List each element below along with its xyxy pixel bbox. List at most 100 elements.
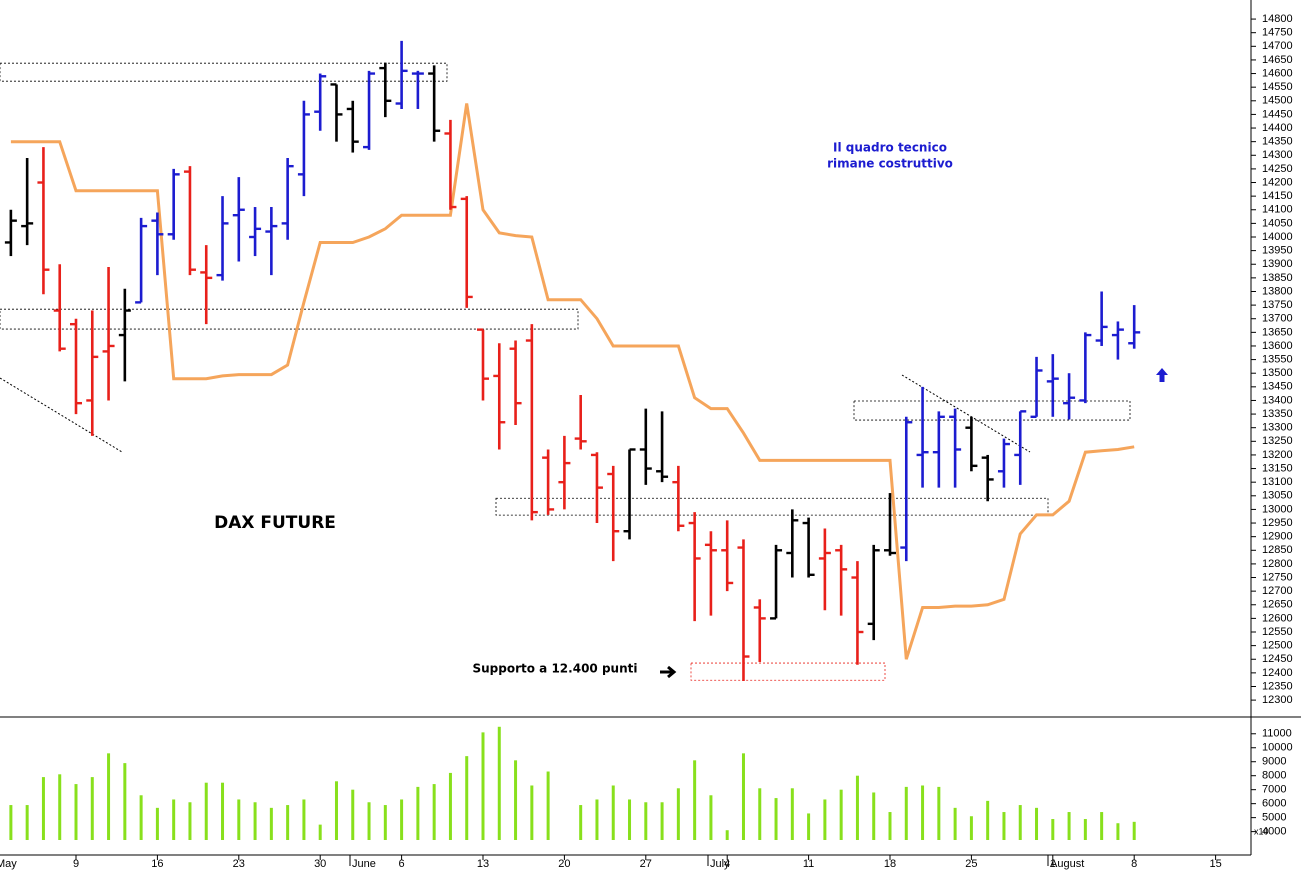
volume-bar [9, 805, 13, 840]
volume-bar [204, 782, 208, 840]
y-tick-label: 12850 [1262, 544, 1293, 556]
y-tick-label: 14450 [1262, 108, 1293, 120]
volume-bar [497, 726, 501, 840]
indicator-line [10, 103, 1135, 660]
volume-bar [872, 792, 876, 840]
y-tick-label: 12750 [1262, 571, 1293, 583]
volume-bar [41, 777, 45, 840]
volume-bar [465, 756, 469, 840]
x-tick-label: 20 [558, 858, 570, 870]
x-tick-label: 8 [1131, 858, 1137, 870]
y-tick-label: 14050 [1262, 217, 1293, 229]
volume-bar [790, 788, 794, 840]
y-tick-label: 13950 [1262, 245, 1293, 257]
volume-bar [969, 816, 973, 840]
y-tick-label: 14650 [1262, 54, 1293, 66]
volume-bar [660, 802, 664, 840]
y-tick-label: 13150 [1262, 462, 1293, 474]
y-tick-label: 14200 [1262, 176, 1293, 188]
y-tick-label: 12600 [1262, 612, 1293, 624]
volume-bar [807, 813, 811, 840]
annotation: Il quadro tecnico [833, 141, 947, 155]
volume-bar [888, 812, 892, 840]
y-tick-label: 13550 [1262, 353, 1293, 365]
chart-title: DAX FUTURE [214, 513, 336, 533]
x-tick-label: 25 [965, 858, 977, 870]
volume-bar [400, 799, 404, 840]
x-tick-label: 4 [724, 858, 730, 870]
arrow-icon [660, 665, 677, 679]
y-tick-label: 14600 [1262, 67, 1293, 79]
volume-bar [611, 785, 615, 840]
y-tick-label: 12400 [1262, 667, 1293, 679]
volume-bar [1067, 812, 1071, 840]
volume-bar [855, 775, 859, 840]
volume-bar [302, 799, 306, 840]
volume-bar [644, 802, 648, 840]
month-label: June [352, 858, 376, 870]
volume-bar [253, 802, 257, 840]
volume-bar [937, 786, 941, 840]
y-tick-label: 12700 [1262, 585, 1293, 597]
volume-bar [1002, 812, 1006, 840]
volume-bar [1100, 812, 1104, 840]
y-tick-label: 4000 [1262, 826, 1286, 838]
volume-bar [155, 807, 159, 840]
y-tick-label: 14100 [1262, 204, 1293, 216]
y-tick-label: 13750 [1262, 299, 1293, 311]
y-tick-label: 14250 [1262, 163, 1293, 175]
volume-bar [693, 760, 697, 840]
zone [690, 662, 886, 681]
x-tick-label: 9 [73, 858, 79, 870]
volume-bar [334, 781, 338, 840]
volume-bar [725, 830, 729, 840]
volume-unit: x10 [1254, 826, 1269, 836]
annotation: rimane costruttivo [827, 157, 953, 171]
zone [0, 62, 448, 82]
y-tick-label: 14400 [1262, 122, 1293, 134]
y-tick-label: 10000 [1262, 742, 1293, 754]
x-tick-label: 18 [884, 858, 896, 870]
volume-bar [123, 763, 127, 840]
y-tick-label: 12900 [1262, 531, 1293, 543]
y-tick-label: 13050 [1262, 490, 1293, 502]
y-tick-label: 5000 [1262, 812, 1286, 824]
x-tick-label: 30 [314, 858, 326, 870]
y-tick-label: 7000 [1262, 784, 1286, 796]
y-tick-label: 14000 [1262, 231, 1293, 243]
y-tick-label: 14500 [1262, 95, 1293, 107]
x-tick-label: 6 [399, 858, 405, 870]
y-tick-label: 12500 [1262, 640, 1293, 652]
volume-bar [741, 753, 745, 840]
volume-bar [318, 824, 322, 840]
volume-bar [416, 786, 420, 840]
x-tick-label: 27 [640, 858, 652, 870]
y-tick-label: 12450 [1262, 653, 1293, 665]
volume-bar [758, 788, 762, 840]
volume-bar [139, 795, 143, 840]
volume-bar [237, 799, 241, 840]
volume-bar [351, 789, 355, 840]
y-tick-label: 13900 [1262, 258, 1293, 270]
y-tick-label: 12650 [1262, 599, 1293, 611]
y-tick-label: 13450 [1262, 381, 1293, 393]
volume-bar [1035, 807, 1039, 840]
volume-bar [953, 807, 957, 840]
volume-bar [530, 785, 534, 840]
volume-bar [448, 772, 452, 840]
volume-bar [286, 805, 290, 840]
volume-bar [25, 805, 29, 840]
y-tick-label: 14700 [1262, 40, 1293, 52]
volume-bar [432, 784, 436, 840]
y-tick-label: 14350 [1262, 136, 1293, 148]
zone [0, 308, 579, 330]
y-tick-label: 6000 [1262, 798, 1286, 810]
volume-bar [481, 732, 485, 840]
up-arrow-icon [1156, 368, 1168, 382]
y-tick-label: 14300 [1262, 149, 1293, 161]
volume-bar [74, 784, 78, 840]
y-tick-label: 9000 [1262, 756, 1286, 768]
volume-bar [172, 799, 176, 840]
